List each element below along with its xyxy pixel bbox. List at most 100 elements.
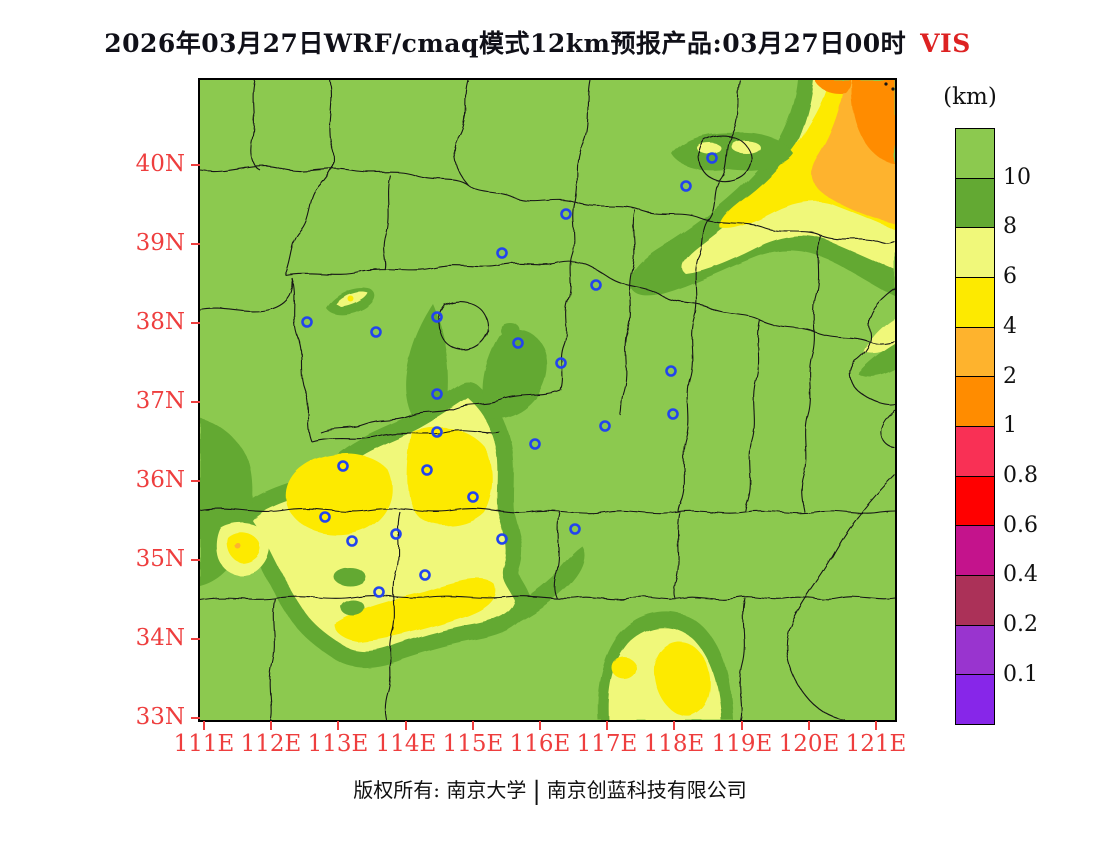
copyright-footer: 版权所有: 南京大学 | 南京创蓝科技有限公司 [0,774,1100,805]
station-marker [665,365,677,377]
title-text: 2026年03月27日WRF/cmaq模式12km预报产品:03月27日00时 [104,29,907,58]
station-marker [680,180,692,192]
visibility-fill-layers [200,80,895,720]
lon-tick [539,721,541,730]
station-marker [431,388,443,400]
station-marker [431,426,443,438]
station-marker [390,528,402,540]
legend-cell [956,576,994,626]
lon-tick [203,721,205,730]
lon-label: 121E [845,731,907,757]
page-title: 2026年03月27日WRF/cmaq模式12km预报产品:03月27日00时 V… [0,24,1075,60]
station-marker [319,511,331,523]
lat-tick [191,401,200,403]
station-marker [512,337,524,349]
lon-tick [875,721,877,730]
lat-label: 33N [135,704,185,730]
boundary-lines [200,80,895,720]
station-marker [419,569,431,581]
lat-tick [191,322,200,324]
legend-label: 0.8 [1003,463,1038,488]
legend-cell [956,427,994,477]
legend-label: 4 [1003,314,1017,339]
lon-tick [472,721,474,730]
station-marker [370,326,382,338]
map-canvas [200,80,895,720]
legend-cell [956,625,994,676]
station-marker [555,357,567,369]
lon-tick [741,721,743,730]
legend-label: 6 [1003,264,1017,289]
station-marker [529,438,541,450]
lat-tick [191,559,200,561]
station-marker [421,464,433,476]
lon-tick [808,721,810,730]
lat-tick [191,480,200,482]
legend-label: 0.6 [1003,513,1038,538]
lat-label: 36N [135,467,185,493]
legend-label: 10 [1003,165,1031,190]
legend-cell [956,178,994,229]
legend-label: 8 [1003,214,1017,239]
copyright-right: 南京创蓝科技有限公司 [546,778,747,802]
lat-tick [191,717,200,719]
island-dots [884,82,895,91]
station-marker [373,586,385,598]
lon-label: 113E [307,731,369,757]
lat-tick [191,243,200,245]
legend-cell [956,476,994,527]
lon-label: 120E [778,731,840,757]
legend-cell [956,278,994,328]
footer-divider: | [532,776,541,805]
lon-label: 114E [375,731,437,757]
lat-tick [191,638,200,640]
legend-unit: (km) [943,84,997,110]
lon-tick [405,721,407,730]
legend-label: 0.1 [1003,662,1038,687]
legend-cell [956,327,994,378]
station-marker [337,460,349,472]
lon-tick [270,721,272,730]
lon-tick [673,721,675,730]
lon-label: 111E [173,731,235,757]
lat-label: 39N [135,230,185,256]
legend-cell [956,377,994,428]
lon-label: 115E [442,731,504,757]
station-marker [301,316,313,328]
lat-label: 38N [135,309,185,335]
station-marker [590,279,602,291]
legend-cell [956,526,994,577]
station-marker [706,152,718,164]
station-marker [667,408,679,420]
legend-colorbar [955,128,995,725]
lon-tick [606,721,608,730]
legend-label: 0.4 [1003,562,1038,587]
lon-label: 119E [711,731,773,757]
variable-label: VIS [920,29,971,58]
legend-label: 0.2 [1003,612,1038,637]
station-marker [496,533,508,545]
lat-label: 40N [135,151,185,177]
station-marker [560,208,572,220]
station-marker [346,535,358,547]
station-marker [467,491,479,503]
copyright-left: 版权所有: 南京大学 [353,778,527,802]
lon-tick [337,721,339,730]
lon-label: 117E [576,731,638,757]
station-marker [599,420,611,432]
station-marker [431,311,443,323]
lat-tick [191,164,200,166]
legend-cell [956,129,994,179]
station-marker [569,523,581,535]
lon-label: 116E [509,731,571,757]
legend-label: 1 [1003,413,1017,438]
lon-label: 112E [240,731,302,757]
legend-label: 2 [1003,364,1017,389]
lat-label: 37N [135,388,185,414]
lat-label: 35N [135,546,185,572]
lat-label: 34N [135,625,185,651]
forecast-map [198,78,897,722]
legend-cell [956,228,994,279]
legend-cell [956,675,994,725]
